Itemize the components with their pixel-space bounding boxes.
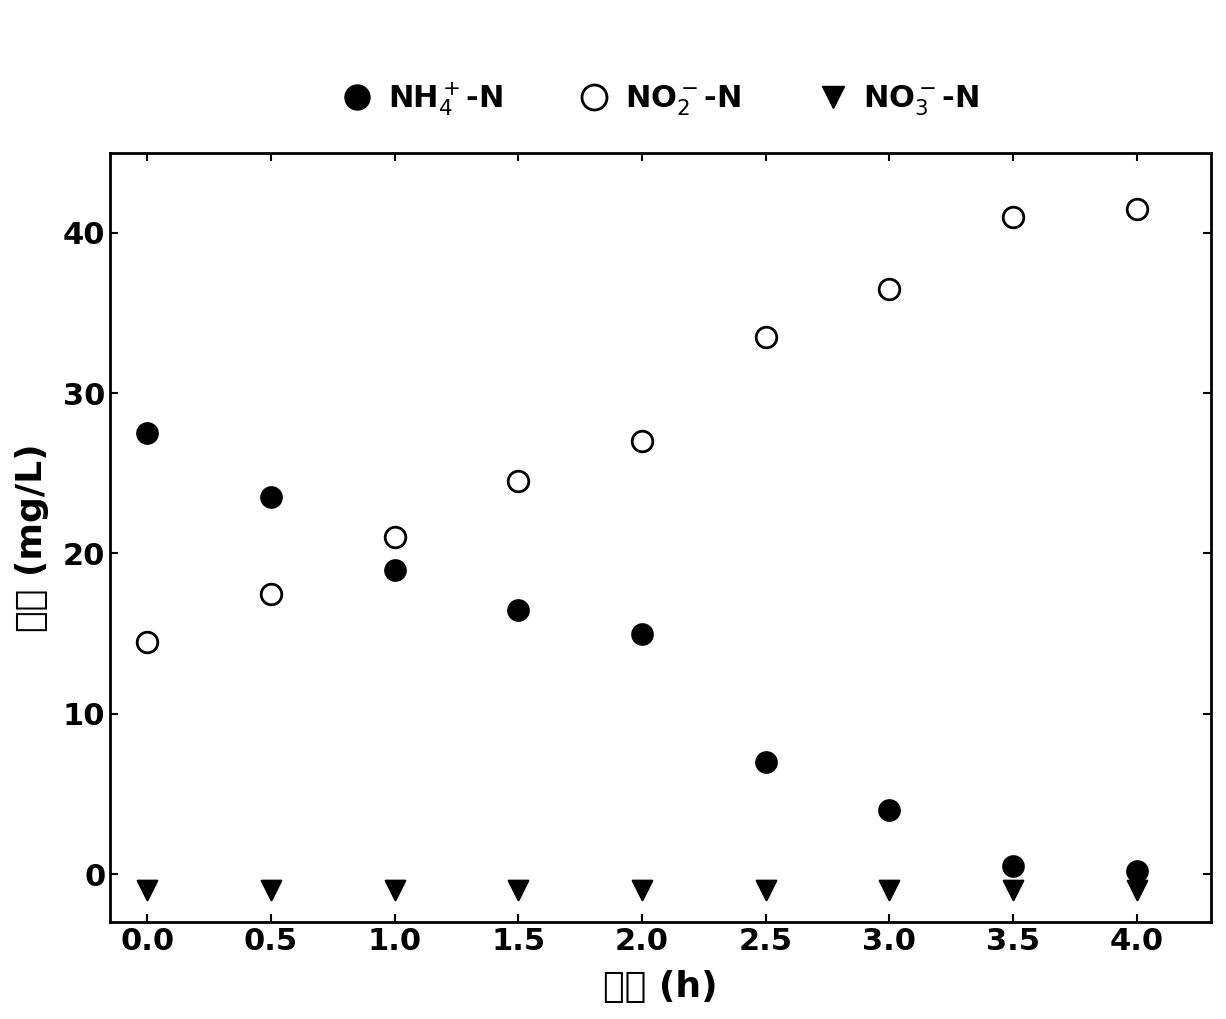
Point	[633, 626, 652, 642]
Point	[509, 601, 528, 618]
Point	[1003, 858, 1022, 874]
Point	[385, 561, 405, 578]
Point	[509, 882, 528, 899]
Legend: NH$_4^+$-N, NO$_2^-$-N, NO$_3^-$-N: NH$_4^+$-N, NO$_2^-$-N, NO$_3^-$-N	[330, 68, 992, 130]
Point	[509, 473, 528, 489]
Point	[137, 882, 157, 899]
Point	[879, 281, 899, 298]
Point	[756, 754, 776, 770]
Point	[1127, 201, 1146, 217]
Point	[137, 634, 157, 650]
Point	[879, 802, 899, 818]
Point	[633, 433, 652, 449]
Point	[137, 425, 157, 441]
Point	[633, 882, 652, 899]
Point	[1127, 882, 1146, 899]
Point	[1003, 209, 1022, 225]
Point	[261, 489, 281, 505]
Point	[1127, 863, 1146, 879]
Point	[385, 882, 405, 899]
Point	[756, 329, 776, 345]
Y-axis label: 浓度 (mg/L): 浓度 (mg/L)	[15, 443, 49, 632]
Point	[879, 882, 899, 899]
X-axis label: 时间 (h): 时间 (h)	[603, 970, 718, 1004]
Point	[385, 529, 405, 545]
Point	[756, 882, 776, 899]
Point	[261, 586, 281, 602]
Point	[261, 882, 281, 899]
Point	[1003, 882, 1022, 899]
